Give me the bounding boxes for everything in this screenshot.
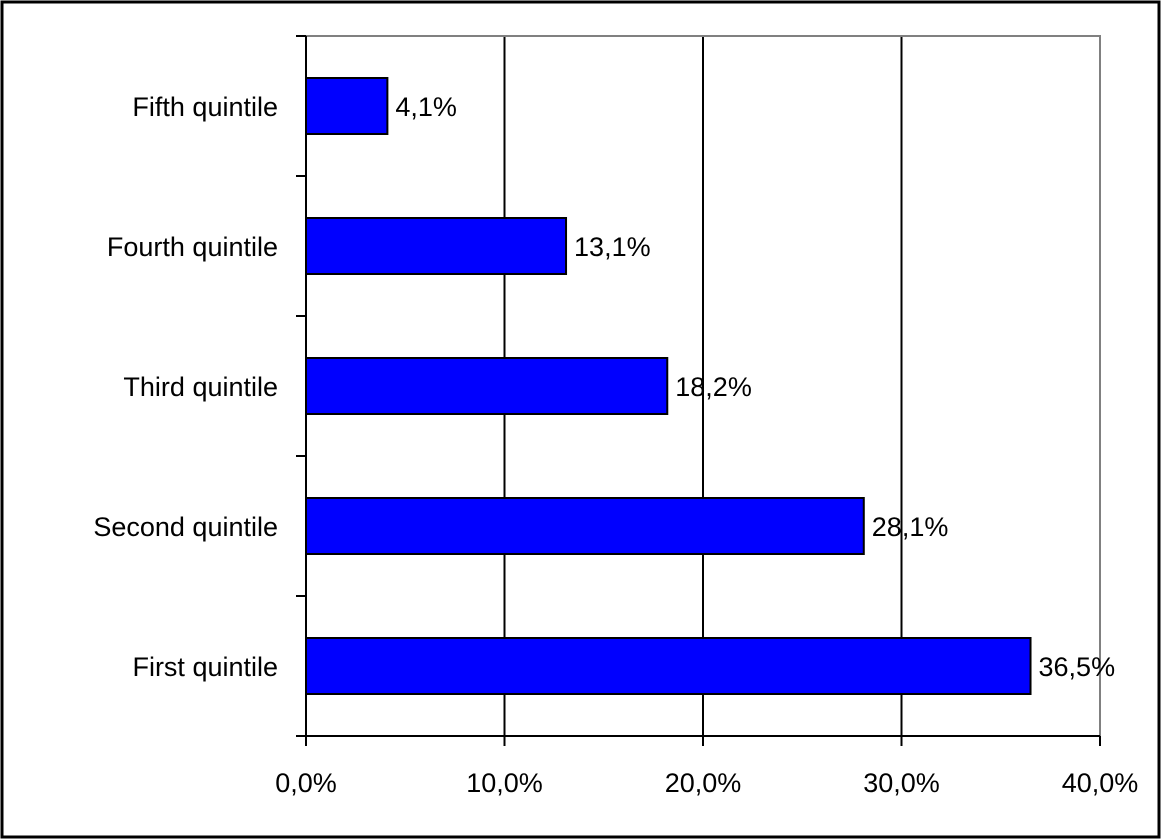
data-label-4: 36,5% <box>1039 652 1116 682</box>
category-label-4: First quintile <box>132 652 278 682</box>
category-label-1: Fourth quintile <box>107 232 278 262</box>
category-label-0: Fifth quintile <box>132 92 278 122</box>
axes <box>296 35 1101 746</box>
x-tick-label-4: 40,0% <box>1062 768 1139 798</box>
bars <box>305 77 1032 695</box>
bar-4 <box>305 637 1032 695</box>
x-tick-label-0: 0,0% <box>275 768 337 798</box>
category-label-2: Third quintile <box>123 372 278 402</box>
data-label-0: 4,1% <box>395 92 457 122</box>
data-label-3: 28,1% <box>872 512 949 542</box>
x-tick-label-1: 10,0% <box>466 768 543 798</box>
x-tick-label-2: 20,0% <box>665 768 742 798</box>
labels: Fifth quintile Fourth quintile Third quint… <box>93 92 1138 798</box>
category-label-3: Second quintile <box>93 512 278 542</box>
x-tick-label-3: 30,0% <box>863 768 940 798</box>
bar-3 <box>305 497 865 555</box>
bar-1 <box>305 217 568 275</box>
bar-0 <box>305 77 389 135</box>
bar-2 <box>305 357 669 415</box>
data-label-1: 13,1% <box>574 232 651 262</box>
data-label-2: 18,2% <box>675 372 752 402</box>
